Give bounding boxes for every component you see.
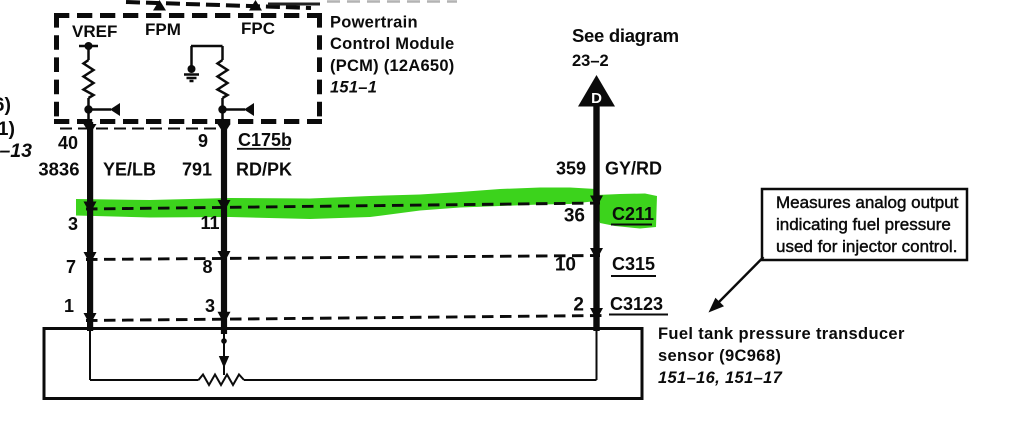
svg-text:40: 40: [58, 133, 78, 153]
svg-text:(PCM) (12A650): (PCM) (12A650): [330, 57, 455, 75]
svg-text:1): 1): [0, 118, 15, 140]
svg-text:Control Module: Control Module: [330, 35, 454, 53]
svg-text:FPC: FPC: [241, 19, 275, 38]
svg-text:3: 3: [68, 214, 78, 234]
svg-text:11: 11: [200, 213, 219, 233]
svg-text:Measures analog output: Measures analog output: [776, 193, 959, 212]
svg-text:9: 9: [198, 131, 208, 151]
svg-text:359: 359: [556, 159, 586, 179]
svg-text:See diagram: See diagram: [572, 25, 679, 46]
svg-text:C211: C211: [612, 204, 654, 224]
svg-text:FPM: FPM: [145, 20, 181, 39]
svg-text:151–16, 151–17: 151–16, 151–17: [658, 369, 783, 387]
svg-text:VREF: VREF: [72, 22, 117, 41]
svg-text:sensor (9C968): sensor (9C968): [658, 347, 781, 365]
svg-text:10: 10: [555, 255, 576, 276]
svg-text:7: 7: [66, 257, 76, 277]
svg-text:1: 1: [64, 296, 74, 316]
svg-text:RD/PK: RD/PK: [236, 160, 292, 180]
svg-text:used for injector control.: used for injector control.: [776, 237, 957, 256]
svg-text:6): 6): [0, 94, 11, 116]
svg-text:151–1: 151–1: [330, 79, 377, 97]
svg-text:3: 3: [205, 296, 215, 316]
svg-text:Powertrain: Powertrain: [330, 14, 418, 32]
svg-text:3836: 3836: [38, 159, 79, 180]
svg-text:indicating fuel pressure: indicating fuel pressure: [776, 215, 951, 234]
svg-text:791: 791: [182, 160, 212, 180]
svg-text:36: 36: [564, 206, 585, 227]
svg-text:C315: C315: [612, 254, 655, 274]
svg-text:YE/LB: YE/LB: [103, 160, 156, 180]
svg-text:C3123: C3123: [610, 294, 663, 314]
svg-text:23–2: 23–2: [572, 52, 609, 70]
svg-text:Fuel tank pressure transducer: Fuel tank pressure transducer: [658, 325, 905, 343]
svg-text:8: 8: [202, 257, 212, 277]
svg-text:D: D: [591, 90, 602, 107]
svg-text:2: 2: [573, 295, 584, 316]
svg-text:GY/RD: GY/RD: [605, 159, 662, 179]
svg-text:C175b: C175b: [238, 130, 292, 150]
svg-text:1–13: 1–13: [0, 140, 32, 162]
